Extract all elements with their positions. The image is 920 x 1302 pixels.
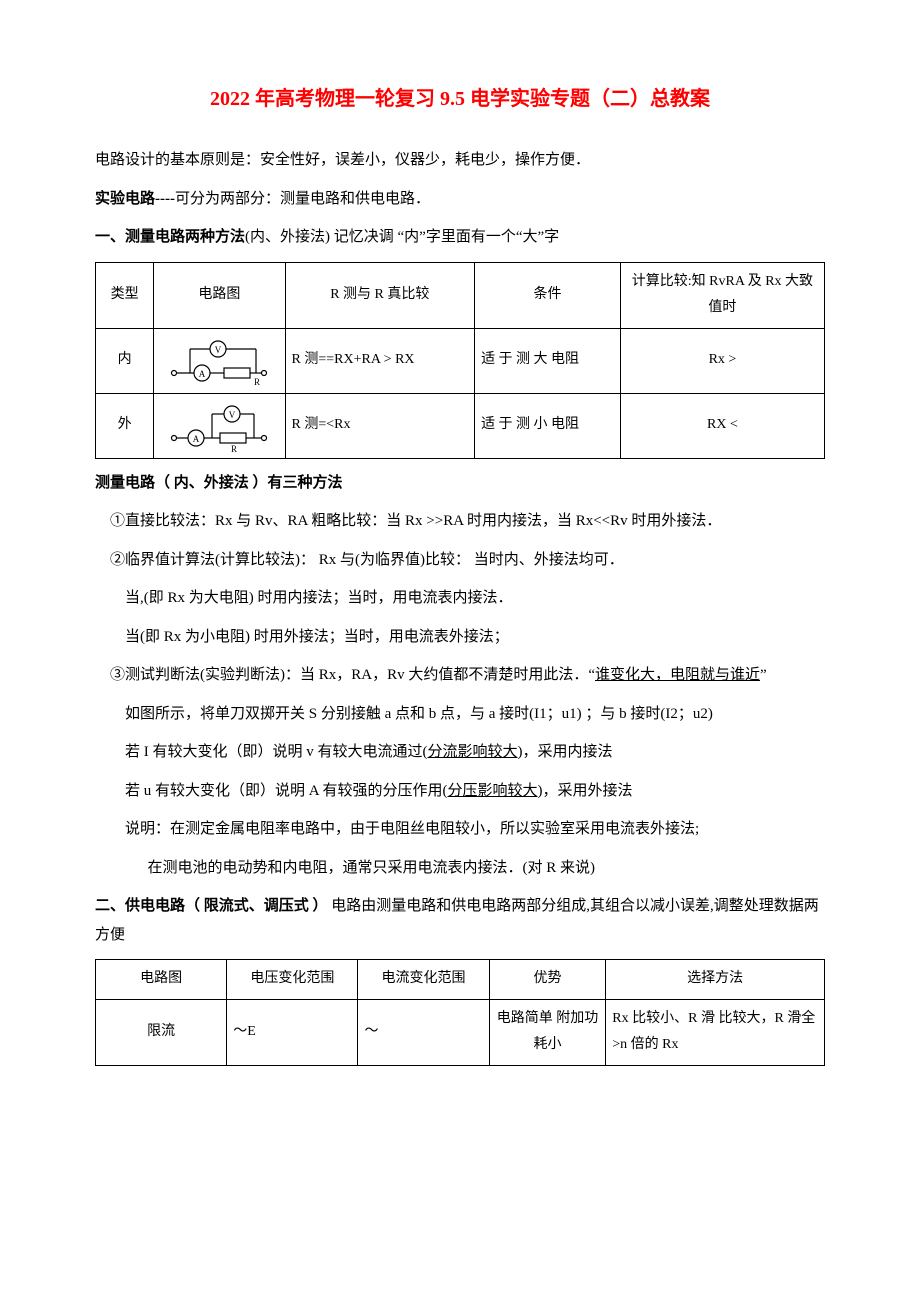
sth-current: 电流变化范围 bbox=[358, 960, 489, 1000]
line-c: 若 u 有较大变化（即）说明 A 有较强的分压作用(分压影响较大)，采用外接法 bbox=[95, 777, 825, 806]
circuit-inner-icon: A R V bbox=[164, 333, 274, 389]
table-row-inner: 内 A R V bbox=[96, 328, 825, 393]
circuit-outer-icon: A R V bbox=[164, 398, 274, 454]
scell-diagram: 限流 bbox=[96, 999, 227, 1065]
line-b-suffix: )，采用内接法 bbox=[518, 744, 613, 760]
th-condition: 条件 bbox=[475, 262, 621, 328]
th-calc: 计算比较:知 RvRA 及 Rx 大致值时 bbox=[620, 262, 824, 328]
method3-prefix: ③测试判断法(实验判断法)：当 Rx，RA，Rv 大约值都不清楚时用此法．“ bbox=[95, 667, 595, 683]
scell-method: Rx 比较小、R 滑 比较大，R 滑全>n 倍的 Rx bbox=[606, 999, 825, 1065]
cell-calc-inner: Rx > bbox=[620, 328, 824, 393]
methods-heading: 测量电路（ 内、外接法 ）有三种方法 bbox=[95, 469, 825, 498]
section1-bold: 一、测量电路两种方法 bbox=[95, 229, 245, 245]
cell-calc-outer: RX < bbox=[620, 393, 824, 458]
svg-text:A: A bbox=[193, 434, 200, 444]
line-e: 在测电池的电动势和内电阻，通常只采用电流表内接法．(对 R 来说) bbox=[95, 854, 825, 883]
th-type: 类型 bbox=[96, 262, 154, 328]
line-d: 说明：在测定金属电阻率电路中，由于电阻丝电阻较小，所以实验室采用电流表外接法; bbox=[95, 815, 825, 844]
svg-text:V: V bbox=[229, 410, 236, 420]
cell-diagram-outer: A R V bbox=[154, 393, 285, 458]
scell-advantage: 电路简单 附加功耗小 bbox=[489, 999, 606, 1065]
th-diagram: 电路图 bbox=[154, 262, 285, 328]
sth-advantage: 优势 bbox=[489, 960, 606, 1000]
th-compare: R 测与 R 真比较 bbox=[285, 262, 475, 328]
method3-underline: 谁变化大，电阻就与谁近 bbox=[595, 667, 760, 683]
table-header-row: 类型 电路图 R 测与 R 真比较 条件 计算比较:知 RvRA 及 Rx 大致… bbox=[96, 262, 825, 328]
supply-header-row: 电路图 电压变化范围 电流变化范围 优势 选择方法 bbox=[96, 960, 825, 1000]
page-title: 2022 年高考物理一轮复习 9.5 电学实验专题（二）总教案 bbox=[95, 80, 825, 118]
cell-compare-outer: R 测=<Rx bbox=[285, 393, 475, 458]
method2b-line: 当(即 Rx 为小电阻) 时用外接法；当时，用电流表外接法； bbox=[95, 623, 825, 652]
supply-table: 电路图 电压变化范围 电流变化范围 优势 选择方法 限流 ～E ～ 电路简单 附… bbox=[95, 959, 825, 1066]
supply-row-limit: 限流 ～E ～ 电路简单 附加功耗小 Rx 比较小、R 滑 比较大，R 滑全>n… bbox=[96, 999, 825, 1065]
sth-diagram: 电路图 bbox=[96, 960, 227, 1000]
line-c-underline: 分压影响较大 bbox=[448, 783, 538, 799]
cell-condition-inner: 适 于 测 大 电阻 bbox=[475, 328, 621, 393]
line-a: 如图所示，将单刀双掷开关 S 分别接触 a 点和 b 点，与 a 接时(I1；u… bbox=[95, 700, 825, 729]
intro-paragraph-1: 电路设计的基本原则是：安全性好，误差小，仪器少，耗电少，操作方便． bbox=[95, 146, 825, 175]
line-c-suffix: )，采用外接法 bbox=[538, 783, 633, 799]
cell-type-outer: 外 bbox=[96, 393, 154, 458]
document-page: 2022 年高考物理一轮复习 9.5 电学实验专题（二）总教案 电路设计的基本原… bbox=[0, 0, 920, 1136]
line-c-prefix: 若 u 有较大变化（即）说明 A 有较强的分压作用( bbox=[125, 783, 448, 799]
sth-voltage: 电压变化范围 bbox=[227, 960, 358, 1000]
method3-suffix: ” bbox=[760, 667, 767, 683]
scell-current: ～ bbox=[358, 999, 489, 1065]
scell-voltage: ～E bbox=[227, 999, 358, 1065]
svg-text:R: R bbox=[254, 377, 260, 387]
methods-table: 类型 电路图 R 测与 R 真比较 条件 计算比较:知 RvRA 及 Rx 大致… bbox=[95, 262, 825, 459]
line-b: 若 I 有较大变化（即）说明 v 有较大电流通过(分流影响较大)，采用内接法 bbox=[95, 738, 825, 767]
table-row-outer: 外 A R V bbox=[96, 393, 825, 458]
intro2-bold: 实验电路---- bbox=[95, 191, 175, 207]
cell-condition-outer: 适 于 测 小 电阻 bbox=[475, 393, 621, 458]
method3-line: ③测试判断法(实验判断法)：当 Rx，RA，Rv 大约值都不清楚时用此法．“谁变… bbox=[95, 661, 825, 690]
section2-bold: 二、供电电路（ 限流式、调压式 ） bbox=[95, 898, 328, 914]
intro-paragraph-2: 实验电路----可分为两部分：测量电路和供电电路． bbox=[95, 185, 825, 214]
intro2-rest: 可分为两部分：测量电路和供电电路． bbox=[175, 191, 430, 207]
cell-compare-inner: R 测==RX+RA > RX bbox=[285, 328, 475, 393]
cell-diagram-inner: A R V bbox=[154, 328, 285, 393]
method2a-line: 当,(即 Rx 为大电阻) 时用内接法；当时，用电流表内接法． bbox=[95, 584, 825, 613]
line-b-underline: 分流影响较大 bbox=[428, 744, 518, 760]
cell-type-inner: 内 bbox=[96, 328, 154, 393]
section1-paren: (内、外接法) bbox=[245, 229, 330, 245]
svg-text:R: R bbox=[231, 444, 237, 454]
section2-heading: 二、供电电路（ 限流式、调压式 ） 电路由测量电路和供电电路两部分组成,其组合以… bbox=[95, 892, 825, 949]
method2-line: ②临界值计算法(计算比较法)： Rx 与(为临界值)比较： 当时内、外接法均可． bbox=[95, 546, 825, 575]
line-b-prefix: 若 I 有较大变化（即）说明 v 有较大电流通过( bbox=[125, 744, 428, 760]
svg-text:V: V bbox=[215, 345, 222, 355]
sth-method: 选择方法 bbox=[606, 960, 825, 1000]
method1-line: ①直接比较法：Rx 与 Rv、RA 粗略比较：当 Rx >>RA 时用内接法，当… bbox=[95, 507, 825, 536]
svg-text:A: A bbox=[199, 369, 206, 379]
section1-heading: 一、测量电路两种方法(内、外接法) 记忆决调 “内”字里面有一个“大”字 bbox=[95, 223, 825, 252]
section1-suffix: 记忆决调 “内”字里面有一个“大”字 bbox=[330, 229, 559, 245]
